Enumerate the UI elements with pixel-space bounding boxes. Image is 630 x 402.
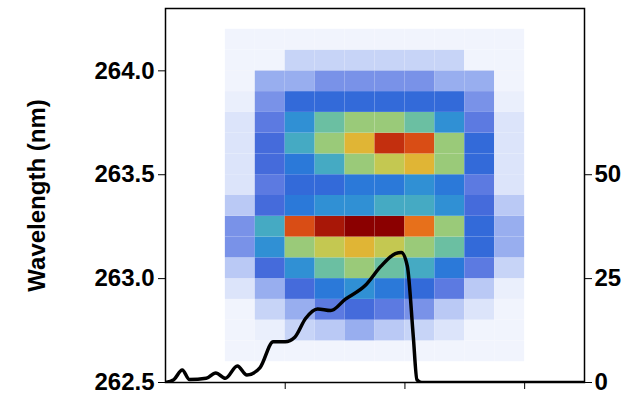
svg-text:264.0: 264.0 [94, 57, 154, 84]
svg-text:25: 25 [595, 264, 622, 291]
svg-text:0: 0 [595, 368, 608, 395]
svg-text:263.5: 263.5 [94, 160, 154, 187]
svg-text:Wavelength (nm): Wavelength (nm) [23, 99, 50, 291]
svg-text:263.0: 263.0 [94, 264, 154, 291]
svg-text:262.5: 262.5 [94, 368, 154, 395]
svg-text:50: 50 [595, 160, 622, 187]
